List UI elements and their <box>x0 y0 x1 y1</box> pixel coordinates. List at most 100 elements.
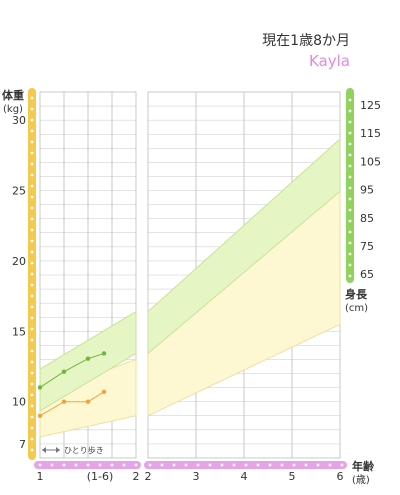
rail-dot <box>30 283 34 287</box>
rail-dot <box>30 250 34 254</box>
age-tick-labels: 1 (1-6) 2 2 3 4 5 6 <box>37 470 344 483</box>
rail-dot <box>30 360 34 364</box>
height-axis-label: 身長 <box>345 287 368 301</box>
rail-dot <box>30 239 34 243</box>
rail-dot <box>30 107 34 111</box>
walking-marker: ひとり歩き <box>42 445 104 455</box>
rail-dot <box>292 463 296 467</box>
rail-dot <box>184 463 188 467</box>
rail-dot <box>30 261 34 265</box>
rail-dot <box>30 272 34 276</box>
rail-dot <box>30 316 34 320</box>
age-tick-label: 1 <box>37 470 44 483</box>
weight-axis-unit: (kg) <box>3 104 23 115</box>
rail-dot <box>148 463 152 467</box>
height-tick-label: 85 <box>360 212 374 225</box>
age-axis-label: 年齢 <box>352 459 375 473</box>
weight-point <box>61 399 67 404</box>
rail-dot <box>30 228 34 232</box>
age-tick-label: 6 <box>337 470 344 483</box>
weight-tick-label: 30 <box>12 114 26 127</box>
rail-dot <box>244 463 248 467</box>
rail-dot <box>38 463 42 467</box>
weight-rail-dots <box>30 96 34 452</box>
series-layer <box>37 351 107 418</box>
rail-dot <box>348 142 352 146</box>
rail-dot <box>348 131 352 135</box>
growth-bands <box>39 137 341 438</box>
weight-axis-label: 体重 <box>2 88 24 102</box>
age-rail-dots <box>38 463 344 467</box>
rail-dot <box>348 263 352 267</box>
weight-tick-label: 25 <box>12 185 26 198</box>
height-band-right <box>147 137 341 355</box>
rail-dot <box>30 426 34 430</box>
rail-dot <box>30 371 34 375</box>
weight-point <box>37 413 43 418</box>
height-tick-label: 65 <box>360 268 374 281</box>
age-tick-label: 2 <box>133 470 140 483</box>
weight-line <box>39 391 105 417</box>
height-point <box>61 369 67 374</box>
rail-dot <box>30 206 34 210</box>
weight-tick-label: 15 <box>12 325 26 338</box>
age-axis-unit: (歳) <box>352 474 370 486</box>
rail-dot <box>348 252 352 256</box>
rail-dot <box>30 305 34 309</box>
height-point <box>85 356 91 361</box>
rail-dot <box>328 463 332 467</box>
rail-dot <box>348 230 352 234</box>
weight-tick-label: 20 <box>12 255 26 268</box>
weight-point <box>85 399 91 404</box>
rail-dot <box>30 415 34 419</box>
rail-dot <box>122 463 126 467</box>
height-tick-labels: 125 115 105 95 85 75 65 <box>360 99 381 281</box>
rail-dot <box>348 241 352 245</box>
height-axis-unit: (cm) <box>345 303 368 314</box>
rail-dot <box>348 197 352 201</box>
rail-dot <box>30 437 34 441</box>
rail-dot <box>30 173 34 177</box>
rail-dot <box>30 338 34 342</box>
weight-tick-labels: 30 25 20 15 10 7 <box>12 114 26 451</box>
age-tick-label: 4 <box>241 470 248 483</box>
rail-dot <box>30 382 34 386</box>
height-axis-rail <box>346 88 354 283</box>
rail-dot <box>172 463 176 467</box>
age-tick-label: 5 <box>289 470 296 483</box>
height-tick-label: 125 <box>360 99 381 112</box>
weight-tick-label: 10 <box>12 396 26 409</box>
rail-dot <box>30 349 34 353</box>
rail-dot <box>196 463 200 467</box>
rail-dot <box>62 463 66 467</box>
weight-tick-label: 7 <box>19 438 26 451</box>
height-tick-label: 115 <box>360 127 381 140</box>
rail-dot <box>30 162 34 166</box>
rail-dot <box>268 463 272 467</box>
current-age: 現在1歳8か月 <box>262 33 350 49</box>
rail-dot <box>220 463 224 467</box>
rail-dot <box>86 463 90 467</box>
height-tick-label: 75 <box>360 240 374 253</box>
rail-dot <box>134 463 138 467</box>
rail-dot <box>348 109 352 113</box>
rail-dot <box>30 294 34 298</box>
rail-dot <box>74 463 78 467</box>
rail-dot <box>348 175 352 179</box>
rail-dot <box>30 448 34 452</box>
rail-dot <box>280 463 284 467</box>
height-point <box>37 385 43 390</box>
walking-marker-label: ひとり歩き <box>64 445 104 455</box>
height-tick-label: 105 <box>360 155 381 168</box>
height-point <box>101 351 107 356</box>
weight-point <box>101 389 107 395</box>
rail-dot <box>30 327 34 331</box>
rail-dot <box>160 463 164 467</box>
rail-dot <box>30 118 34 122</box>
age-tick-label: 3 <box>193 470 200 483</box>
rail-dot <box>98 463 102 467</box>
rail-dot <box>256 463 260 467</box>
age-tick-label: 2 <box>145 470 152 483</box>
rail-dot <box>50 463 54 467</box>
age-tick-label: (1-6) <box>87 470 114 483</box>
